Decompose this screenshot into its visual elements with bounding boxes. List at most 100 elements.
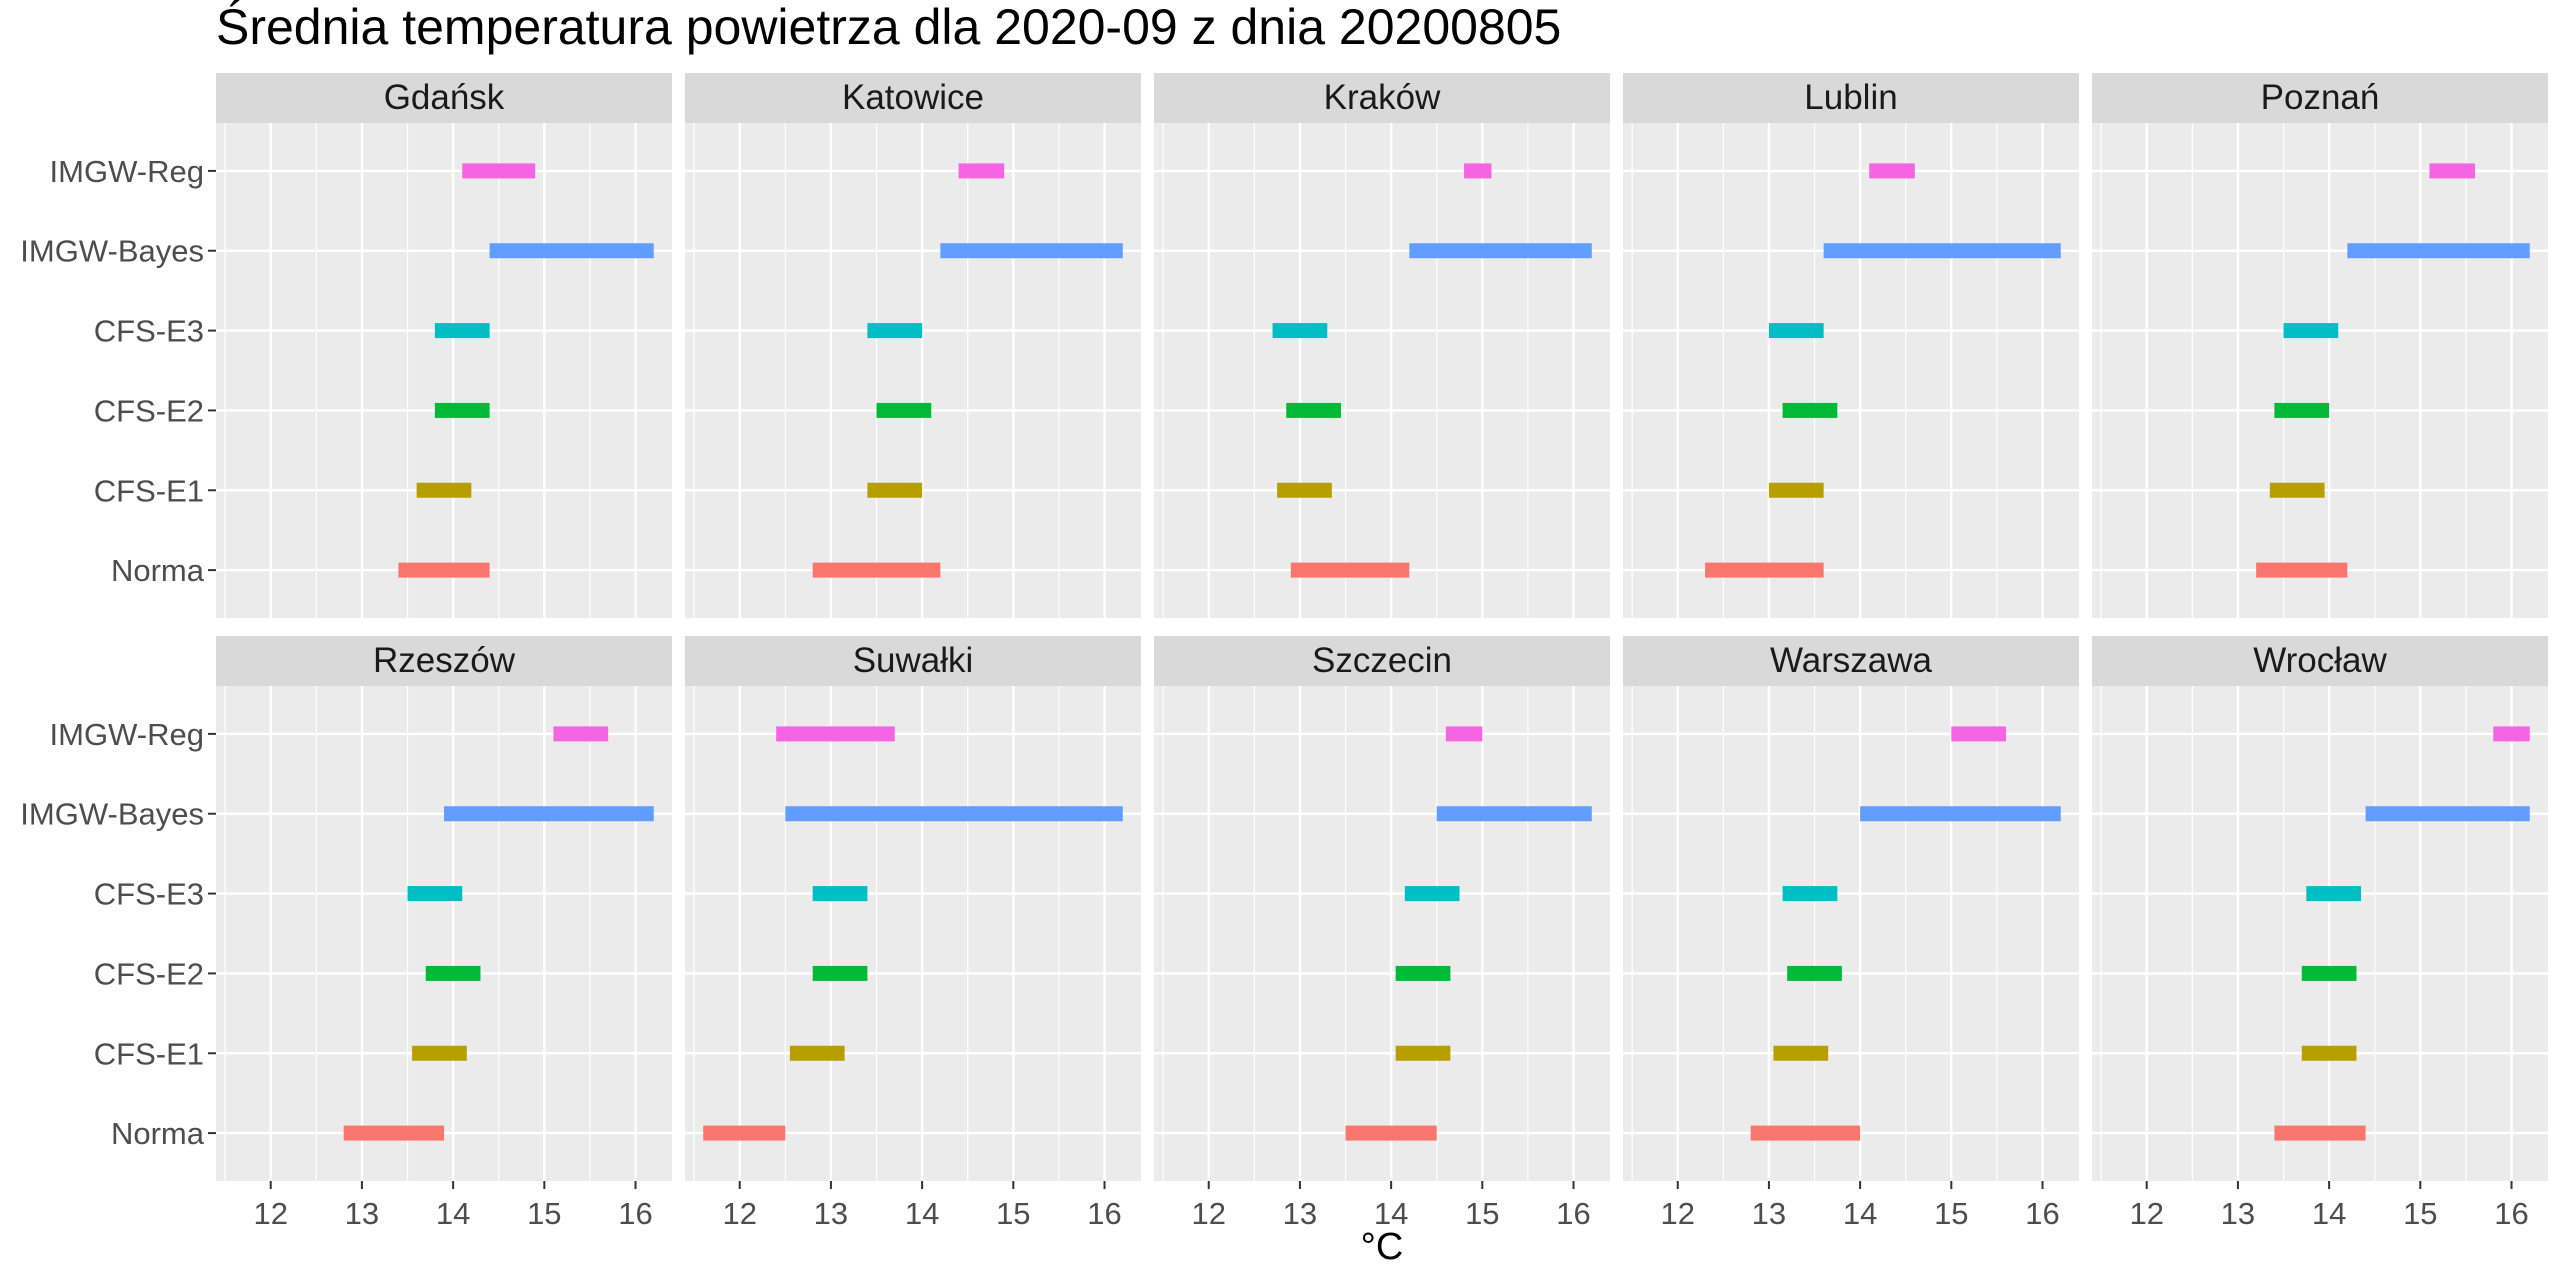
range-bar [812,886,868,902]
range-bar [398,562,490,578]
range-bar [2306,886,2362,902]
range-bar [1782,402,1838,418]
x-tick-label: 12 [2129,1196,2163,1231]
range-bar [789,1045,845,1061]
range-bar [958,163,1005,179]
y-tick-label: IMGW-Bayes [20,234,204,269]
range-bar [2256,562,2348,578]
panel-title: Warszawa [1770,641,1933,680]
range-bar [462,163,536,179]
x-tick-label: 12 [1660,1196,1694,1231]
x-tick-label: 12 [253,1196,287,1231]
range-bar [553,726,609,742]
panel-title: Szczecin [1312,641,1452,680]
y-tick-label: CFS-E3 [94,314,204,349]
range-bar [1404,886,1460,902]
panel-strip [216,73,672,123]
range-bar [1773,1045,1829,1061]
x-tick-label: 15 [527,1196,561,1231]
x-tick-label: 15 [1934,1196,1968,1231]
x-tick-label: 13 [814,1196,848,1231]
x-tick-label: 15 [996,1196,1030,1231]
panel-title: Katowice [842,78,984,117]
range-bar [940,243,1123,259]
range-bar [1395,965,1451,981]
panel-background [216,686,672,1181]
x-tick-label: 15 [1465,1196,1499,1231]
range-bar [1768,323,1824,339]
panel-strip [216,636,672,686]
y-tick-label: IMGW-Bayes [20,797,204,832]
panels-layer: Gdańsk Norma CFS-E1 CFS-E2 CFS-E3 IMGW-Bayes I… [20,73,2548,1231]
range-bar [407,886,463,902]
x-tick-label: 16 [1087,1196,1121,1231]
range-bar [867,323,923,339]
x-tick-label: 13 [1283,1196,1317,1231]
panel-background [2092,123,2548,618]
panel: Katowice [685,73,1141,618]
range-bar [1464,163,1492,179]
panel: Rzeszów Norma CFS-E1 CFS-E2 CFS-E3 IMGW-Bayes… [20,636,672,1231]
panel-background [1623,686,2079,1181]
panel-strip [2092,636,2548,686]
range-bar [2365,806,2530,822]
x-axis-title: °C [1361,1226,1404,1268]
x-tick-label: 13 [2221,1196,2255,1231]
panel-strip [685,636,1141,686]
range-bar [1436,806,1592,822]
panel-title: Suwałki [853,641,974,680]
range-bar [489,243,654,259]
panel-title: Wrocław [2253,641,2387,680]
panel-strip [685,73,1141,123]
panel-title: Lublin [1804,78,1897,117]
panel-background [1154,686,1610,1181]
y-tick-label: IMGW-Reg [50,154,204,189]
y-tick-label: CFS-E1 [94,473,204,508]
x-tick-label: 12 [1191,1196,1225,1231]
range-bar [776,726,895,742]
panel-title: Rzeszów [373,641,516,680]
x-tick-label: 14 [2312,1196,2346,1231]
range-bar [434,323,490,339]
range-bar [812,562,941,578]
chart-title: Średnia temperatura powietrza dla 2020-0… [216,0,1561,55]
panel-strip [2092,73,2548,123]
panel-title: Kraków [1324,78,1441,117]
range-bar [867,482,923,498]
range-bar [785,806,1123,822]
x-tick-label: 13 [345,1196,379,1231]
y-tick-label: CFS-E2 [94,956,204,991]
panel: Lublin [1623,73,2079,618]
range-bar [416,482,472,498]
panel-strip [1623,73,2079,123]
panel: Suwałki 12 13 14 15 16 [685,636,1141,1231]
range-bar [2429,163,2476,179]
panel: Wrocław 12 13 14 15 16 [2092,636,2548,1231]
range-bar [2269,482,2325,498]
y-tick-label: Norma [111,1116,205,1151]
panel: Warszawa 12 13 14 15 16 [1623,636,2079,1231]
range-bar [1445,726,1483,742]
range-bar [1409,243,1592,259]
range-bar [2274,402,2330,418]
range-bar [425,965,481,981]
panel: Kraków [1154,73,1610,618]
x-tick-label: 15 [2403,1196,2437,1231]
range-bar [1951,726,2007,742]
x-tick-label: 16 [2494,1196,2528,1231]
x-tick-label: 14 [905,1196,939,1231]
panel: Szczecin 12 13 14 15 16 [1154,636,1610,1231]
range-bar [2301,1045,2357,1061]
range-bar [1395,1045,1451,1061]
x-tick-label: 13 [1752,1196,1786,1231]
range-bar [2283,323,2339,339]
y-tick-label: IMGW-Reg [50,717,204,752]
range-bar [1290,562,1410,578]
range-bar [1823,243,2061,259]
range-bar [1750,1125,1861,1141]
panel-background [685,123,1141,618]
panel-title: Gdańsk [384,78,505,117]
range-bar [1272,323,1328,339]
